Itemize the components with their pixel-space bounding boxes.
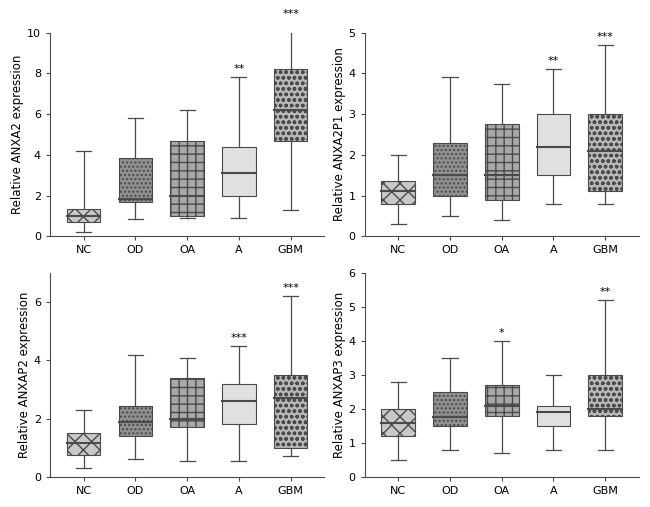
Text: ***: *** xyxy=(597,32,614,42)
Bar xyxy=(588,114,622,192)
Bar xyxy=(170,140,204,216)
Bar xyxy=(382,409,415,436)
Bar xyxy=(118,406,152,436)
Text: *: * xyxy=(499,328,504,338)
Bar xyxy=(274,69,307,140)
Bar xyxy=(222,384,255,424)
Text: **: ** xyxy=(233,64,244,75)
Y-axis label: Relative ANXAP2 expression: Relative ANXAP2 expression xyxy=(18,292,31,458)
Bar xyxy=(537,114,570,175)
Y-axis label: Relative ANXA2 expression: Relative ANXA2 expression xyxy=(11,55,24,214)
Text: ***: *** xyxy=(230,333,247,343)
Bar xyxy=(433,392,467,426)
Text: ***: *** xyxy=(282,10,299,19)
Text: **: ** xyxy=(548,56,559,66)
Bar xyxy=(433,142,467,196)
Bar xyxy=(274,375,307,448)
Bar xyxy=(118,158,152,202)
Bar xyxy=(588,375,622,416)
Y-axis label: Relative ANXAP3 expression: Relative ANXAP3 expression xyxy=(333,292,346,458)
Bar xyxy=(485,124,519,200)
Bar xyxy=(222,147,255,196)
Bar xyxy=(170,378,204,427)
Bar xyxy=(537,406,570,426)
Bar xyxy=(382,182,415,204)
Bar xyxy=(67,433,100,455)
Bar xyxy=(485,385,519,416)
Y-axis label: Relative ANXA2P1 expression: Relative ANXA2P1 expression xyxy=(333,48,346,222)
Bar xyxy=(67,209,100,222)
Text: **: ** xyxy=(599,287,611,297)
Text: ***: *** xyxy=(282,283,299,294)
